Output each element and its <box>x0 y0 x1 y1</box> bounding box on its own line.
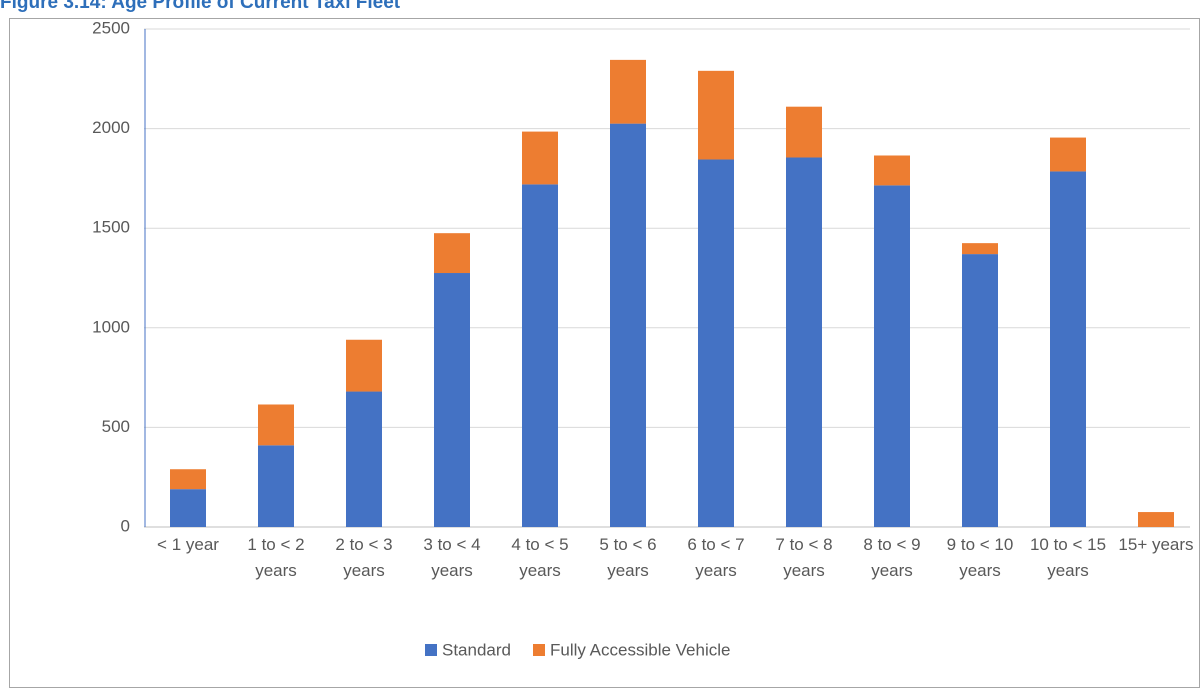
bar-segment <box>874 155 910 186</box>
chart-title: Figure 3.14: Age Profile of Current Taxi… <box>0 0 401 13</box>
bar-segment <box>962 254 998 527</box>
x-tick-label: 8 to < 9 years <box>863 535 921 580</box>
bar-segment <box>434 233 470 274</box>
x-tick-label: 15+ years <box>1118 535 1194 554</box>
y-tick-label: 2500 <box>92 18 130 37</box>
y-tick-label: 500 <box>102 417 130 436</box>
bar-segment <box>698 70 734 160</box>
x-tick-label: 5 to < 6 years <box>599 535 657 580</box>
bar-segment <box>786 106 822 158</box>
x-tick-label: 7 to < 8 years <box>775 535 833 580</box>
bar-segment <box>1050 171 1086 528</box>
bar-segment <box>874 185 910 527</box>
bar-segment <box>258 445 294 527</box>
bar-segment <box>346 391 382 527</box>
legend-label: Standard <box>442 640 511 659</box>
y-tick-label: 0 <box>121 516 130 535</box>
y-tick-label: 1000 <box>92 317 130 336</box>
bar-segment <box>346 339 382 392</box>
legend-swatch <box>425 644 437 656</box>
bar-segment <box>522 184 558 527</box>
bar-segment <box>258 404 294 446</box>
y-tick-label: 1500 <box>92 218 130 237</box>
x-tick-label: < 1 year <box>157 535 219 554</box>
legend-swatch <box>533 644 545 656</box>
x-tick-label: 1 to < 2 years <box>247 535 305 580</box>
bar-segment <box>962 243 998 255</box>
legend-label: Fully Accessible Vehicle <box>550 640 730 659</box>
bar-segment <box>610 59 646 124</box>
bar-segment <box>786 157 822 527</box>
x-tick-label: 2 to < 3 years <box>335 535 393 580</box>
x-tick-label: 10 to < 15 years <box>1029 535 1107 580</box>
bar-segment <box>434 273 470 527</box>
x-tick-label: 6 to < 7 years <box>687 535 745 580</box>
y-tick-label: 2000 <box>92 118 130 137</box>
bar-segment <box>1138 512 1174 527</box>
bar-segment <box>1050 137 1086 172</box>
bar-segment <box>170 489 206 527</box>
bar-segment <box>610 123 646 528</box>
bar-segment <box>170 469 206 490</box>
bar-segment <box>698 159 734 527</box>
x-tick-label: 9 to < 10 years <box>946 535 1014 580</box>
x-tick-label: 4 to < 5 years <box>511 535 569 580</box>
bar-segment <box>522 131 558 185</box>
x-tick-label: 3 to < 4 years <box>423 535 481 580</box>
